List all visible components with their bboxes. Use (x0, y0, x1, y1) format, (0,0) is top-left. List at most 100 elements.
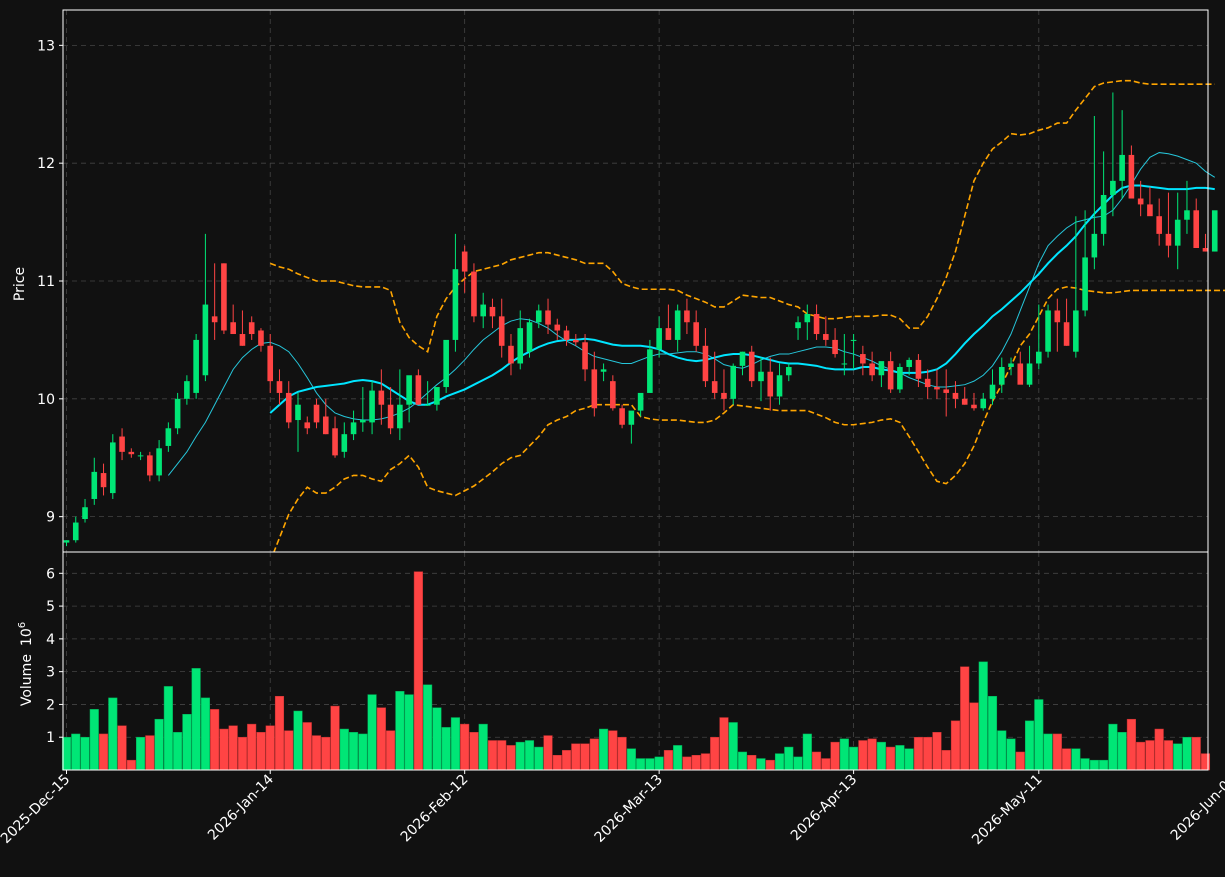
candle-body (1082, 257, 1088, 311)
volume-bar (552, 755, 562, 771)
candle-body (823, 334, 829, 340)
candle-body (906, 359, 912, 368)
price-y-tick-label: 13 (37, 38, 55, 54)
volume-bar (478, 723, 488, 771)
candle-body (1128, 154, 1135, 199)
volume-bar (136, 736, 146, 771)
volume-bar (636, 758, 646, 771)
candle (563, 325, 570, 346)
candle-body (156, 448, 162, 476)
candle-body (684, 310, 690, 323)
candle (600, 363, 607, 382)
candle (378, 369, 385, 425)
candle (684, 298, 690, 335)
candle-body (1026, 363, 1033, 385)
candle-body (1045, 310, 1051, 352)
volume-bar (617, 736, 627, 771)
sma-fast-line (167, 152, 1216, 476)
candle (304, 416, 311, 435)
volume-bar (886, 746, 896, 771)
candle-body (832, 339, 838, 355)
volume-bar (182, 714, 192, 771)
candle (647, 339, 653, 393)
candle (471, 263, 477, 323)
volume-y-tick-label: 6 (46, 566, 55, 582)
candle-body (72, 522, 79, 541)
candle-body (702, 345, 709, 382)
candle-body (304, 422, 311, 429)
candle (415, 369, 422, 405)
candle-body (295, 404, 301, 421)
volume-bar (765, 759, 775, 771)
candle-body (82, 507, 88, 520)
candle (952, 381, 959, 409)
candle (748, 345, 755, 388)
candle (184, 375, 190, 405)
volume-bar (293, 710, 303, 771)
volume-bar (367, 694, 377, 771)
candle (906, 357, 912, 376)
candle (1165, 192, 1172, 258)
candle-body (119, 436, 125, 452)
candle (322, 398, 329, 435)
candle (489, 298, 496, 329)
candle-body (637, 392, 644, 411)
candle (1193, 198, 1200, 248)
candle (1082, 210, 1088, 317)
volume-bar (1099, 759, 1109, 771)
volume-bar (358, 733, 368, 771)
candle (91, 457, 98, 505)
candle (887, 351, 894, 393)
volume-bar (1089, 759, 1099, 771)
volume-bar (98, 733, 109, 771)
volume-bar (460, 723, 470, 771)
candle (1147, 186, 1153, 217)
candle (739, 351, 746, 376)
volume-bar (858, 740, 868, 771)
candle-body (610, 381, 616, 409)
candle-body (137, 455, 144, 457)
volume-bar (330, 705, 340, 771)
candle (508, 334, 514, 376)
candle-body (730, 365, 737, 399)
candle (804, 304, 811, 340)
volume-bar (163, 686, 173, 771)
candle-body (230, 322, 236, 335)
candle-body (489, 306, 496, 317)
candle-body (693, 322, 699, 346)
volume-bar (237, 736, 247, 771)
volume-bar (737, 751, 748, 771)
volume-bar (413, 571, 423, 771)
candle (665, 304, 672, 340)
candle (980, 392, 987, 411)
candle (850, 334, 857, 370)
candle-body (665, 328, 672, 340)
candle-body (582, 342, 588, 370)
volume-bar (274, 695, 285, 771)
volume-bar (960, 666, 970, 771)
volume-bar (395, 691, 405, 771)
candle (813, 304, 820, 340)
candle-body (813, 313, 820, 335)
candle (573, 334, 579, 346)
candle (1063, 298, 1070, 346)
candle (878, 361, 885, 388)
volume-bar (117, 725, 127, 771)
volume-bar (571, 743, 581, 771)
volume-bar (247, 723, 257, 771)
volume-bar (1052, 733, 1062, 771)
volume-bar (904, 748, 914, 771)
volume-bar (441, 727, 451, 771)
candle-body (406, 375, 412, 405)
candle-body (498, 316, 505, 346)
candle (823, 316, 829, 346)
volume-y-axis-label: Volume 106 (17, 622, 35, 706)
candle (1073, 216, 1079, 358)
candle-body (387, 404, 394, 429)
candle (1100, 151, 1107, 246)
volume-y-tick-label: 5 (46, 599, 55, 615)
candles (63, 92, 1218, 547)
candle-body (739, 351, 746, 366)
candle (628, 410, 635, 444)
